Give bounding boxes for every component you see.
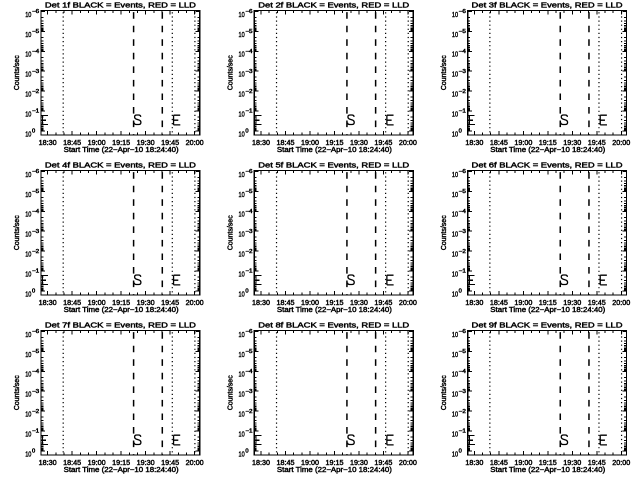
svg-text:Det 6f BLACK = Events, RED = L: Det 6f BLACK = Events, RED = LLD	[472, 161, 624, 170]
svg-text:Det 2f BLACK = Events, RED = L: Det 2f BLACK = Events, RED = LLD	[258, 1, 410, 10]
svg-text:Det 4f BLACK = Events, RED = L: Det 4f BLACK = Events, RED = LLD	[45, 161, 197, 170]
svg-text:Det 3f BLACK = Events, RED = L: Det 3f BLACK = Events, RED = LLD	[472, 1, 624, 10]
svg-text:Det 7f BLACK = Events, RED = L: Det 7f BLACK = Events, RED = LLD	[45, 321, 197, 330]
svg-text:Det 5f BLACK = Events, RED = L: Det 5f BLACK = Events, RED = LLD	[258, 161, 410, 170]
svg-text:Det 9f BLACK = Events, RED = L: Det 9f BLACK = Events, RED = LLD	[472, 321, 624, 330]
svg-text:Det 1f BLACK = Events, RED = L: Det 1f BLACK = Events, RED = LLD	[45, 1, 197, 10]
svg-text:Det 8f BLACK = Events, RED = L: Det 8f BLACK = Events, RED = LLD	[258, 321, 410, 330]
